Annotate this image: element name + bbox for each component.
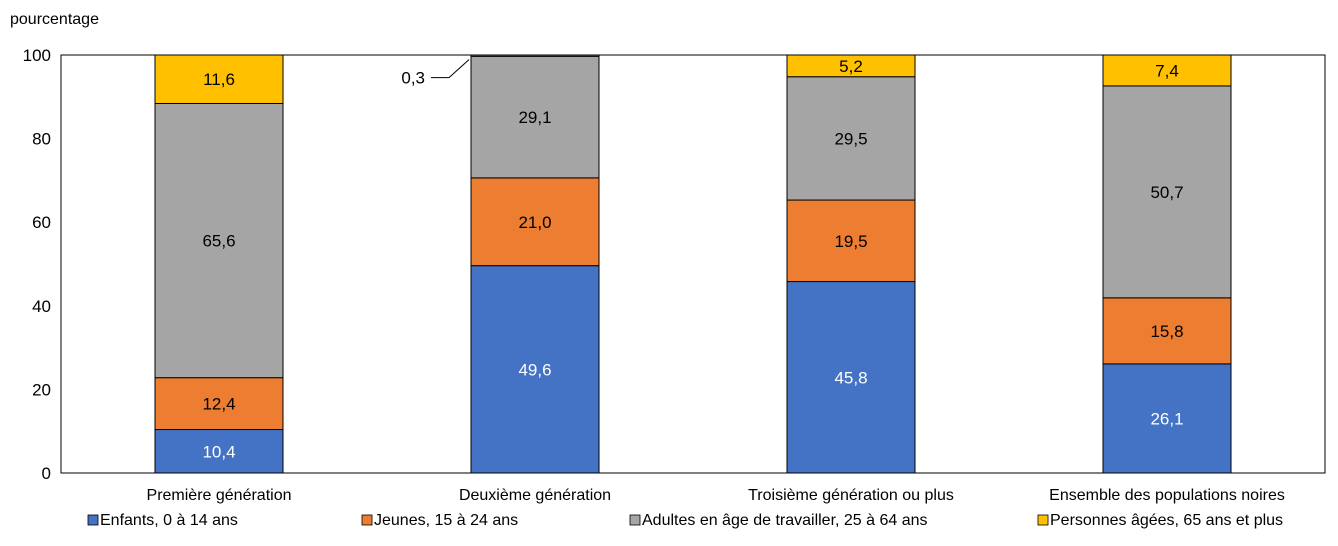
legend-label: Personnes âgées, 65 ans et plus [1050,512,1283,529]
bar-segment [1102,297,1232,365]
legend-swatch [629,514,641,526]
data-label: 50,7 [1150,183,1183,202]
y-tick-label: 20 [32,380,51,399]
data-label: 49,6 [518,360,551,379]
legend-label: Jeunes, 15 à 24 ans [374,512,518,529]
bar-segment [470,177,600,267]
x-tick-label: Troisième génération ou plus [748,487,954,504]
plot-border [60,54,1326,474]
bar-segment [786,76,916,201]
legend-label: Adultes en âge de travailler, 25 à 64 an… [642,512,928,529]
callout-label: 0,3 [401,69,425,88]
data-label: 15,8 [1150,322,1183,341]
bar-segment [786,54,916,78]
x-tick-label: Deuxième génération [459,487,611,504]
legend-label: Enfants, 0 à 14 ans [100,512,238,529]
data-label: 26,1 [1150,409,1183,428]
bar-segment [786,199,916,283]
legend: Enfants, 0 à 14 ans Jeunes, 15 à 24 ans Ad… [87,512,1283,529]
data-label: 29,5 [834,129,867,148]
bar-segment [154,54,284,104]
bar-segment [1102,54,1232,87]
bar-segment [786,281,916,474]
legend-swatch [1037,514,1049,526]
bar-segment [1102,363,1232,474]
data-label: 65,6 [202,232,235,251]
y-tick-label: 60 [32,213,51,232]
legend-swatch [87,514,99,526]
data-label: 10,4 [202,442,235,461]
x-tick-label: Ensemble des populations noires [1049,487,1285,504]
bar-segment [154,377,284,431]
bar-segment [470,54,600,57]
bar-segment [470,265,600,474]
bar-segment [470,55,600,179]
y-tick-label: 80 [32,130,51,149]
y-tick-label: 100 [23,46,51,65]
data-label: 7,4 [1155,61,1179,80]
data-label: 45,8 [834,368,867,387]
x-tick-label: Première génération [147,487,292,504]
y-tick-label: 40 [32,297,51,316]
data-label: 5,2 [839,57,863,76]
data-label: 12,4 [202,395,235,414]
y-axis-label: pourcentage [10,11,99,28]
data-label: 29,1 [518,108,551,127]
y-tick-label: 0 [42,464,51,483]
callout-leader-line [431,59,470,79]
legend-swatch [361,514,373,526]
data-label: 19,5 [834,232,867,251]
plot-area: 0 20 40 60 80 100 10,4 12,4 65,6 11,6 Première gén… [23,46,1326,504]
data-label: 11,6 [203,70,235,89]
data-label: 21,0 [518,213,551,232]
